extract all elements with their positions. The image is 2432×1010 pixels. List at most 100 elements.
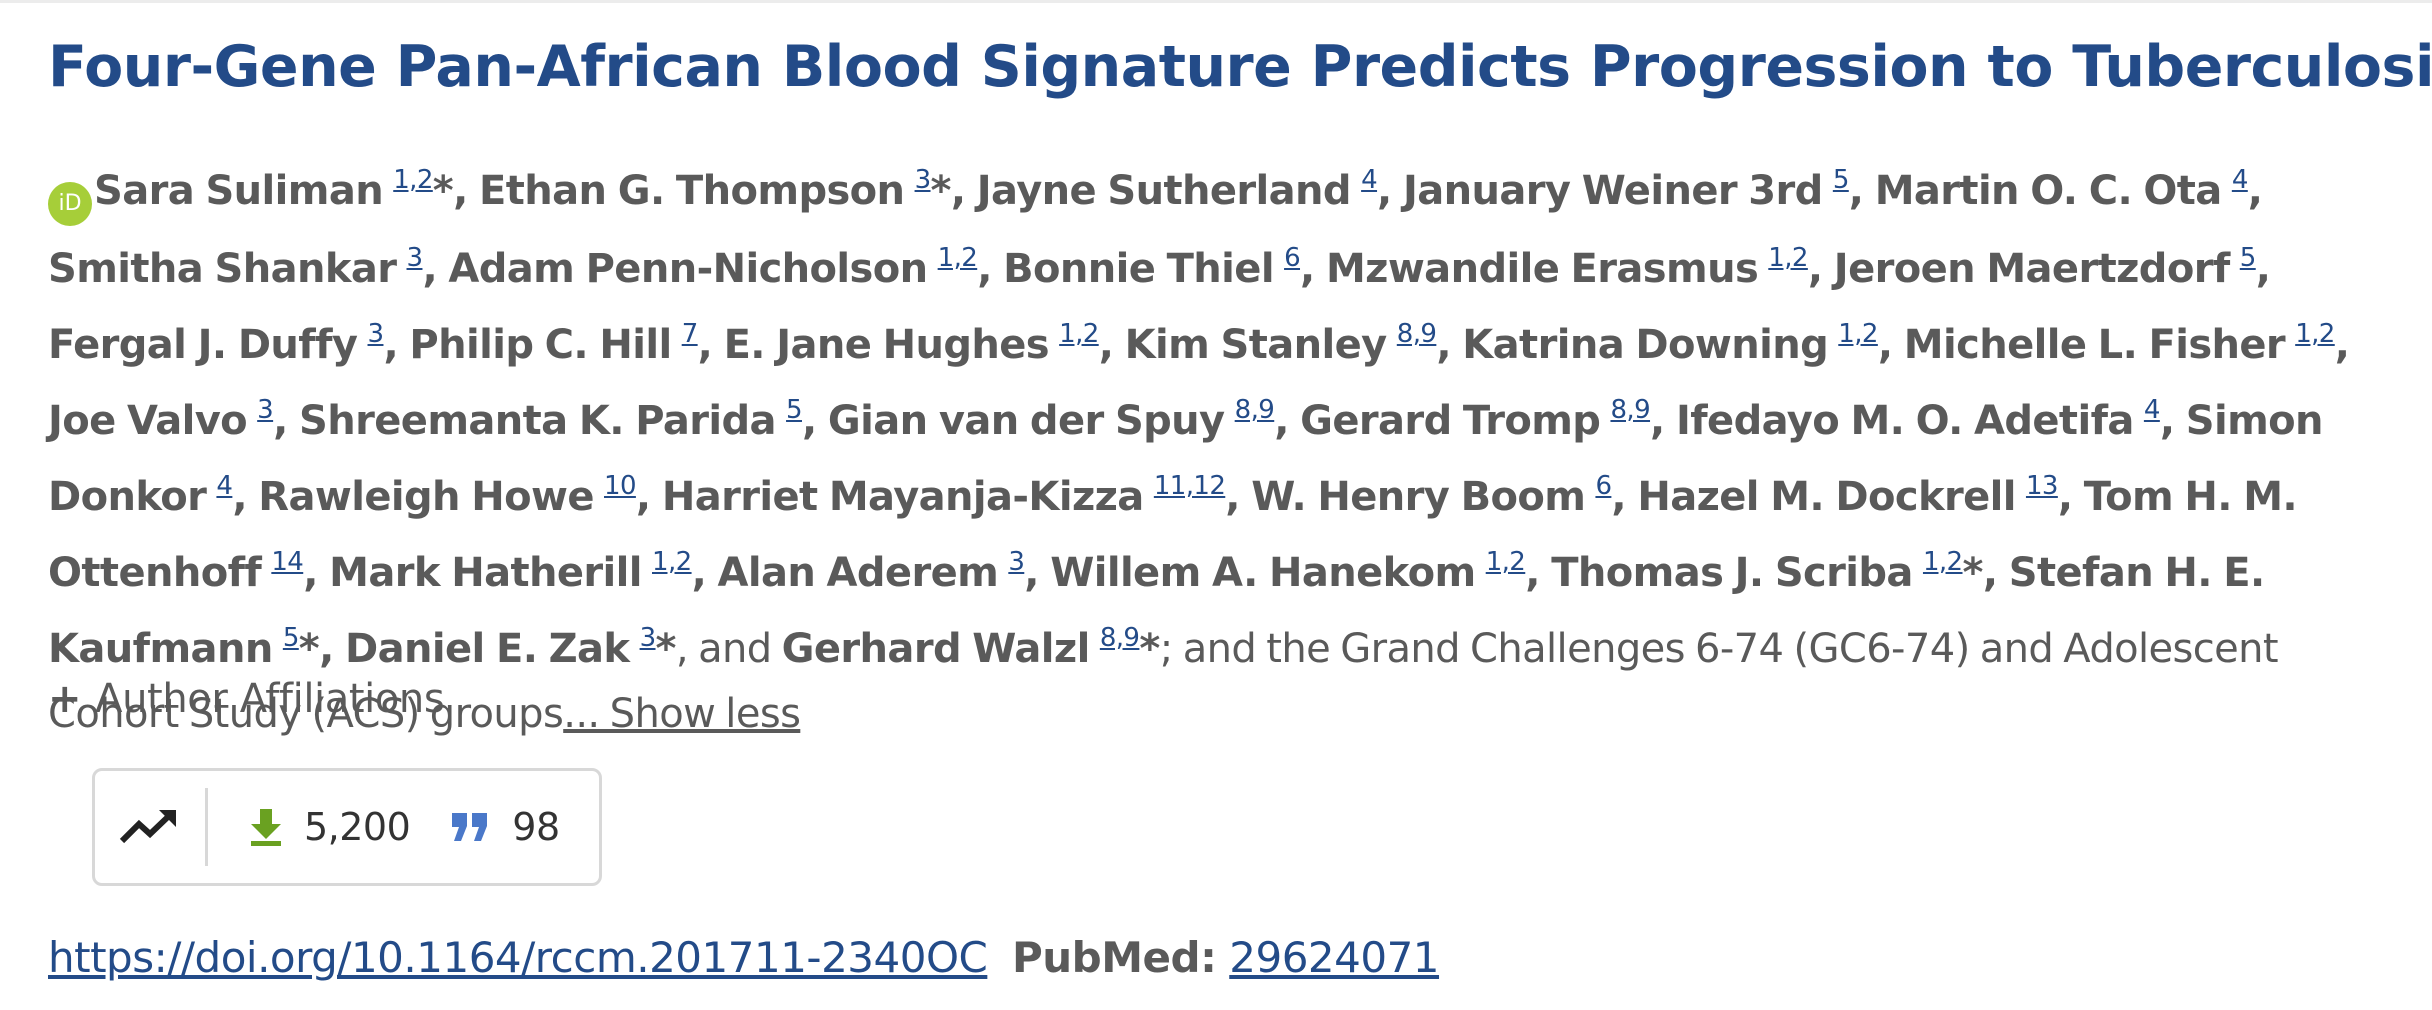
- author-name: Adam Penn-Nicholson: [448, 246, 928, 292]
- author-name: Martin O. C. Ota: [1874, 168, 2223, 214]
- affiliation-ref-link[interactable]: 3: [914, 165, 932, 195]
- author-name: Ifedayo M. O. Adetifa: [1675, 398, 2134, 444]
- affiliation-ref-link[interactable]: 1,2: [1838, 319, 1878, 349]
- affiliation-ref-link[interactable]: 3: [639, 623, 657, 653]
- affiliation-ref-link[interactable]: 8,9: [1396, 319, 1437, 349]
- author-name: Harriet Mayanja-Kizza: [661, 474, 1144, 520]
- pubmed-id-link[interactable]: 29624071: [1229, 933, 1440, 982]
- affiliation-ref-link[interactable]: 8,9: [1234, 395, 1275, 425]
- author-name: W. Henry Boom: [1251, 474, 1586, 520]
- author-name: Tom H. M. Ottenhoff: [48, 474, 2298, 596]
- author-name: Philip C. Hill: [409, 322, 672, 368]
- affiliation-ref-link[interactable]: 6: [1595, 471, 1612, 501]
- affiliation-ref-link[interactable]: 1,2: [652, 547, 692, 577]
- affiliation-ref-link[interactable]: 7: [681, 319, 699, 349]
- author-separator: ,: [422, 246, 449, 292]
- affiliation-ref-link[interactable]: 14: [271, 547, 304, 577]
- author-separator: ,: [1098, 322, 1125, 368]
- affiliation-ref-link[interactable]: 5: [786, 395, 803, 425]
- author-name: Mzwandile Erasmus: [1325, 246, 1759, 292]
- affiliation-ref-link[interactable]: 1,2: [2295, 319, 2335, 349]
- author-name: Sara Suliman: [94, 168, 384, 214]
- show-less-link[interactable]: ... Show less: [563, 691, 801, 737]
- author-separator: ,: [1525, 550, 1552, 596]
- author-name: Gerard Tromp: [1300, 398, 1601, 444]
- author-affiliations-toggle[interactable]: + Author Affiliations: [48, 669, 445, 729]
- affiliation-ref-link[interactable]: 3: [257, 395, 274, 425]
- author-separator: ,: [453, 168, 480, 214]
- author-name: Joe Valvo: [48, 398, 248, 444]
- author-separator: ,: [1024, 550, 1051, 596]
- corresponding-author-mark: *: [1139, 626, 1160, 672]
- author-separator: ,: [691, 550, 718, 596]
- corresponding-author-mark: *: [930, 168, 952, 214]
- citation-count: 98: [512, 805, 560, 849]
- author-name: Fergal J. Duffy: [48, 322, 358, 368]
- author-separator: ,: [273, 398, 300, 444]
- top-divider: [0, 0, 2432, 3]
- author-name: E. Jane Hughes: [723, 322, 1050, 368]
- author-name: Jayne Sutherland: [976, 168, 1352, 214]
- affiliation-ref-link[interactable]: 13: [2025, 471, 2058, 501]
- affiliation-ref-link[interactable]: 5: [1832, 165, 1850, 195]
- author-name: Stefan H. E. Kaufmann: [48, 550, 2265, 672]
- download-count: 5,200: [304, 805, 411, 849]
- author-affiliations-label: Author Affiliations: [95, 676, 445, 722]
- affiliation-ref-link[interactable]: 1,2: [1922, 547, 1963, 577]
- author-separator: ,: [2057, 474, 2084, 520]
- affiliation-ref-link[interactable]: 4: [2143, 395, 2161, 425]
- affiliation-ref-link[interactable]: 4: [216, 471, 233, 501]
- affiliation-ref-link[interactable]: 4: [1361, 165, 1378, 195]
- author-name: Katrina Downing: [1462, 322, 1829, 368]
- author-separator: ,: [1650, 398, 1676, 444]
- affiliation-ref-link[interactable]: 8,9: [1099, 623, 1140, 653]
- author-separator: ,: [383, 322, 410, 368]
- author-separator: ,: [1274, 398, 1301, 444]
- affiliation-ref-link[interactable]: 3: [1008, 547, 1025, 577]
- author-separator: ,: [232, 474, 259, 520]
- affiliation-ref-link[interactable]: 8,9: [1610, 395, 1651, 425]
- author-name: Shreemanta K. Parida: [299, 398, 776, 444]
- author-separator: ,: [697, 322, 724, 368]
- affiliation-ref-link[interactable]: 3: [367, 319, 385, 349]
- affiliation-ref-link[interactable]: 11,12: [1153, 471, 1226, 501]
- affiliation-ref-link[interactable]: 10: [604, 471, 636, 501]
- doi-link[interactable]: https://doi.org/10.1164/rccm.201711-2340…: [48, 933, 988, 982]
- author-name: Gian van der Spuy: [827, 398, 1225, 444]
- author-name: Gerhard Walzl: [781, 626, 1091, 672]
- affiliation-ref-link[interactable]: 1,2: [393, 165, 433, 195]
- corresponding-author-mark: *: [1962, 550, 1984, 596]
- corresponding-author-mark: *: [432, 168, 454, 214]
- author-groups-text: ; and the Grand Challenges 6-74 (GC6-74)…: [48, 626, 2279, 737]
- trending-up-icon[interactable]: [119, 802, 179, 852]
- affiliation-ref-link[interactable]: 1,2: [937, 243, 978, 273]
- affiliation-ref-link[interactable]: 4: [2231, 165, 2249, 195]
- author-separator: ,: [1982, 550, 2009, 596]
- author-and-separator: , and: [675, 626, 782, 672]
- author-separator: ,: [1611, 474, 1638, 520]
- author-separator: ,: [950, 168, 977, 214]
- affiliation-ref-link[interactable]: 5: [2239, 243, 2257, 273]
- author-separator: ,: [2159, 398, 2186, 444]
- author-separator: ,: [1807, 246, 1834, 292]
- author-separator: ,: [977, 246, 1004, 292]
- author-name: Daniel E. Zak: [345, 626, 630, 672]
- author-name: Alan Aderem: [717, 550, 999, 596]
- author-name: Bonnie Thiel: [1003, 246, 1274, 292]
- affiliation-ref-link[interactable]: 1,2: [1485, 547, 1526, 577]
- orcid-icon[interactable]: iD: [48, 182, 92, 226]
- author-separator: ,: [2334, 322, 2350, 368]
- author-name: Rawleigh Howe: [258, 474, 594, 520]
- author-name: Simon Donkor: [48, 398, 2324, 520]
- corresponding-author-mark: *: [298, 626, 320, 672]
- author-separator: ,: [1225, 474, 1252, 520]
- affiliation-ref-link[interactable]: 6: [1284, 243, 1301, 273]
- affiliation-ref-link[interactable]: 1,2: [1059, 319, 1099, 349]
- corresponding-author-mark: *: [655, 626, 677, 672]
- quote-icon: [450, 811, 490, 843]
- pubmed-reference: PubMed: 29624071: [1012, 930, 1440, 986]
- affiliation-ref-link[interactable]: 5: [282, 623, 300, 653]
- affiliation-ref-link[interactable]: 1,2: [1768, 243, 1808, 273]
- affiliation-ref-link[interactable]: 3: [406, 243, 424, 273]
- author-name: Willem A. Hanekom: [1050, 550, 1476, 596]
